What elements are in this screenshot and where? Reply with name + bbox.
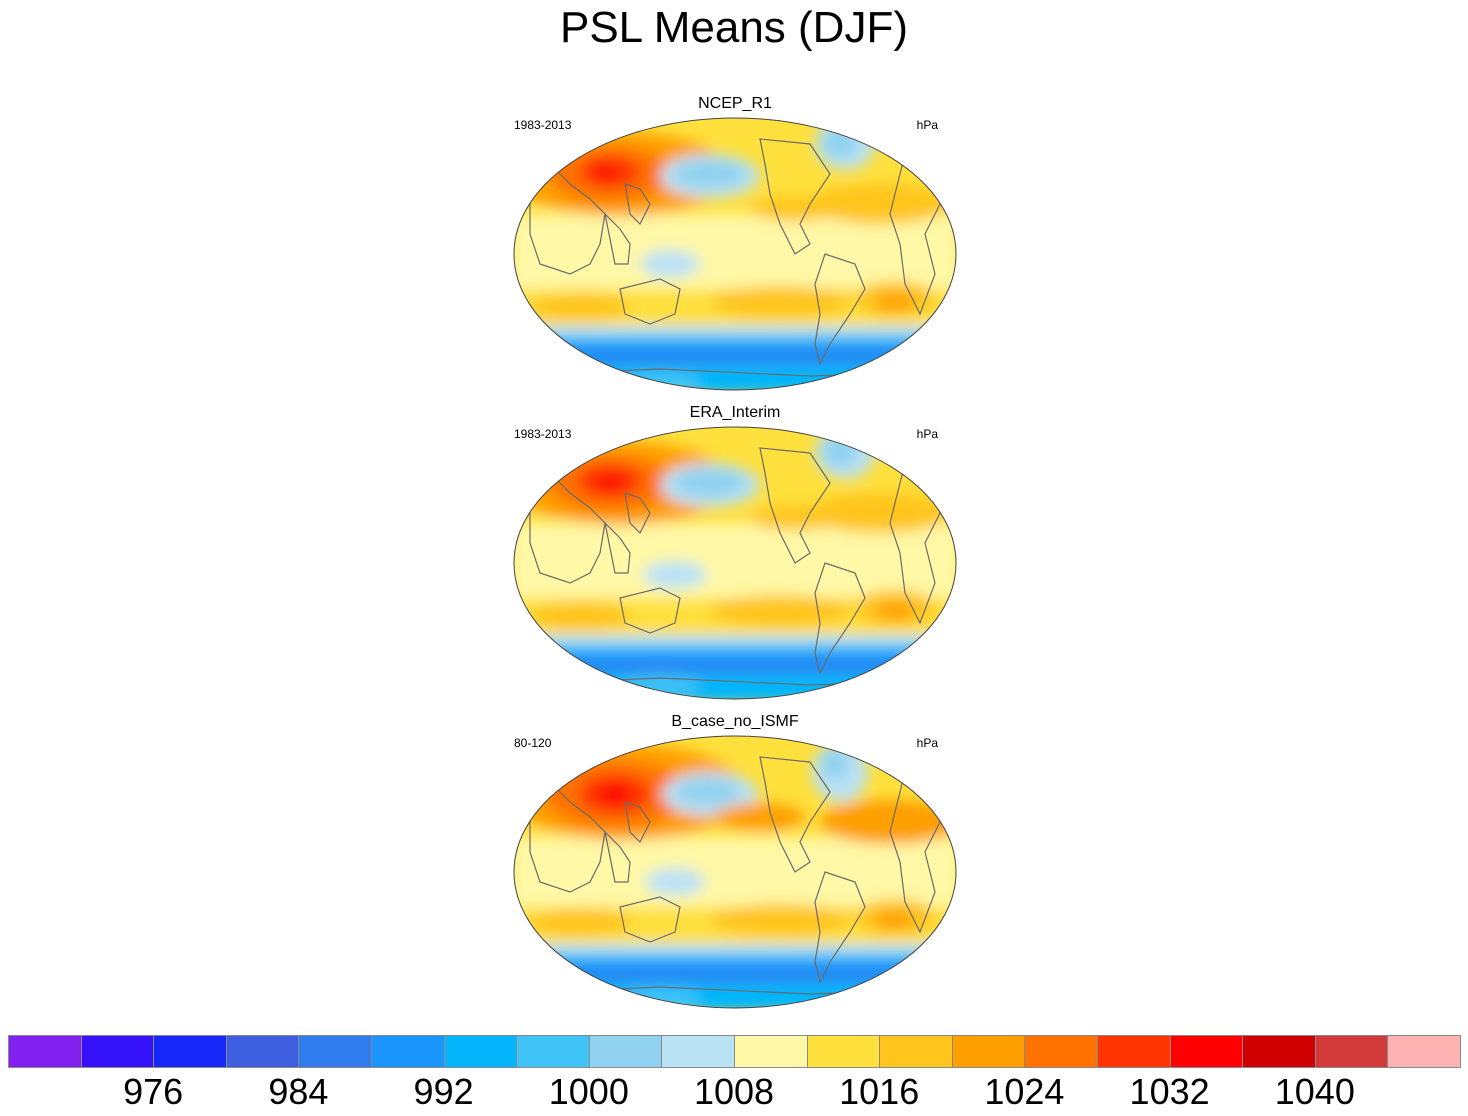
colorbar-box [661,1035,735,1068]
colorbar-box [1314,1035,1389,1068]
colorbar-label: 1016 [839,1071,920,1112]
colorbar-box [1387,1035,1461,1068]
panel-title: NCEP_R1 [698,95,772,112]
panel-period: 1983-2013 [514,427,572,441]
map-panel-era: ERA_Interim 1983-2013 hPa [510,403,960,703]
colorbar-box [879,1035,953,1068]
colorbar-box [80,1035,155,1068]
panel-title: ERA_Interim [689,404,781,421]
colorbar-box [951,1035,1026,1068]
colorbar-box [371,1035,445,1068]
panel-title: B_case_no_ISMF [671,713,799,730]
colorbar-box [298,1035,372,1068]
figure-title: PSL Means (DJF) [559,3,908,52]
colorbar [8,1035,1461,1069]
colorbar-box [588,1035,663,1068]
colorbar-label: 1024 [984,1071,1065,1112]
panel-units: hPa [916,736,938,750]
colorbar-label: 976 [123,1071,184,1112]
psl-map [513,117,957,391]
colorbar-box [1024,1035,1098,1068]
colorbar-box [1097,1035,1171,1068]
colorbar-label: 1032 [1129,1071,1210,1112]
colorbar-box [516,1035,590,1068]
colorbar-box [8,1035,82,1068]
psl-map [513,735,957,1009]
panel-period: 1983-2013 [514,118,572,132]
panel-units: hPa [916,427,938,441]
map-panel-ncep: NCEP_R1 1983-2013 hPa [510,94,960,394]
colorbar-label: 1040 [1274,1071,1355,1112]
colorbar-box [806,1035,881,1068]
colorbar-box [1242,1035,1316,1068]
colorbar-box [443,1035,518,1068]
colorbar-box [225,1035,300,1068]
colorbar-box [153,1035,227,1068]
panel-period: 80-120 [514,736,552,750]
colorbar-box [1169,1035,1244,1068]
colorbar-box [734,1035,808,1068]
colorbar-label: 984 [268,1071,329,1112]
colorbar-label: 992 [413,1071,474,1112]
psl-map [513,426,957,700]
panel-units: hPa [916,118,938,132]
colorbar-label: 1000 [548,1071,629,1112]
colorbar-label: 1008 [693,1071,775,1112]
map-panel-bcase: B_case_no_ISMF 80-120 hPa [510,712,960,1012]
